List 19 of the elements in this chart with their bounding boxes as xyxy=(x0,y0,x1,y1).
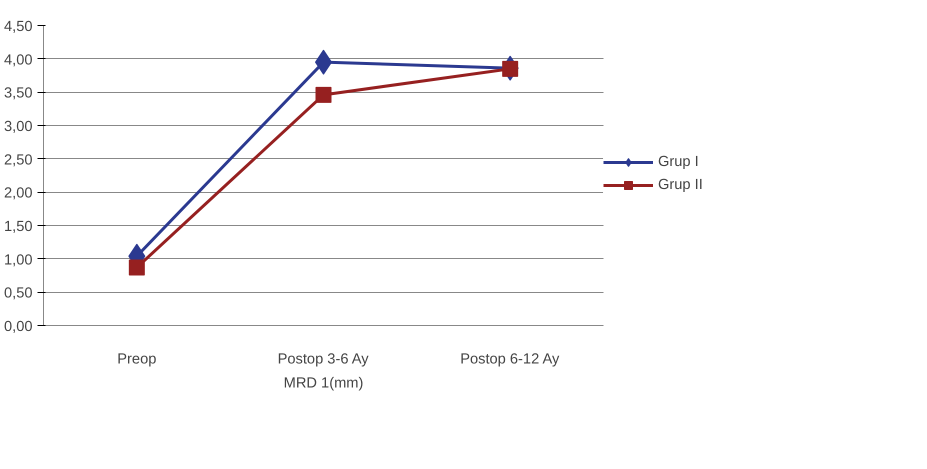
y-tick-label: 1,00 xyxy=(4,252,33,268)
x-axis-title: MRD 1(mm) xyxy=(284,376,364,392)
y-tick-label: 3,50 xyxy=(4,86,33,102)
point xyxy=(128,260,145,276)
legend-label: Grup II xyxy=(658,177,703,193)
point xyxy=(316,86,332,103)
y-tick-label: 2,00 xyxy=(4,186,33,202)
y-tick-label: 3,00 xyxy=(4,119,33,135)
point xyxy=(502,60,518,77)
x-tick-label: Preop xyxy=(117,352,156,368)
x-tick-label: Postop 3-6 Ay xyxy=(278,352,370,368)
y-tick-label: 0,00 xyxy=(4,319,33,335)
y-tick-label: 2,50 xyxy=(4,152,33,168)
y-tick-label: 1,50 xyxy=(4,219,33,235)
x-tick-label: Postop 6-12 Ay xyxy=(460,352,560,368)
legend-label: Grup I xyxy=(658,154,699,170)
y-tick-label: 0,50 xyxy=(4,286,33,302)
y-tick-label: 4,50 xyxy=(4,19,33,35)
y-tick-label: 4,00 xyxy=(4,52,33,68)
